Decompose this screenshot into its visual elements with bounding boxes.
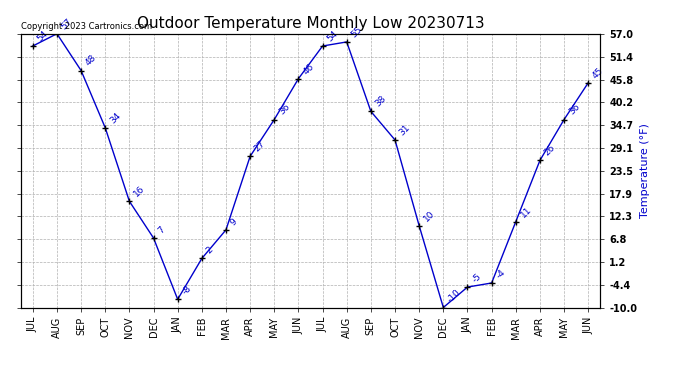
Text: 10: 10 xyxy=(422,209,437,223)
Text: 7: 7 xyxy=(157,225,167,235)
Text: -4: -4 xyxy=(495,268,507,280)
Text: 16: 16 xyxy=(132,184,147,198)
Text: 46: 46 xyxy=(302,62,315,76)
Text: 31: 31 xyxy=(398,123,413,137)
Y-axis label: Temperature (°F): Temperature (°F) xyxy=(640,123,650,218)
Title: Outdoor Temperature Monthly Low 20230713: Outdoor Temperature Monthly Low 20230713 xyxy=(137,16,484,31)
Text: 48: 48 xyxy=(84,53,98,68)
Text: 45: 45 xyxy=(591,66,605,80)
Text: 54: 54 xyxy=(36,29,50,43)
Text: -10: -10 xyxy=(446,288,463,305)
Text: 38: 38 xyxy=(374,94,388,109)
Text: 36: 36 xyxy=(277,102,292,117)
Text: 11: 11 xyxy=(519,204,533,219)
Text: 9: 9 xyxy=(229,217,239,227)
Text: Copyright 2023 Cartronics.com: Copyright 2023 Cartronics.com xyxy=(21,22,152,31)
Text: 26: 26 xyxy=(543,143,557,158)
Text: 2: 2 xyxy=(205,245,215,256)
Text: 55: 55 xyxy=(350,25,364,39)
Text: 54: 54 xyxy=(326,29,339,43)
Text: 36: 36 xyxy=(567,102,582,117)
Text: 27: 27 xyxy=(253,139,267,153)
Text: -8: -8 xyxy=(181,284,193,297)
Text: 57: 57 xyxy=(60,16,75,31)
Text: 34: 34 xyxy=(108,111,122,125)
Text: -5: -5 xyxy=(471,272,483,284)
